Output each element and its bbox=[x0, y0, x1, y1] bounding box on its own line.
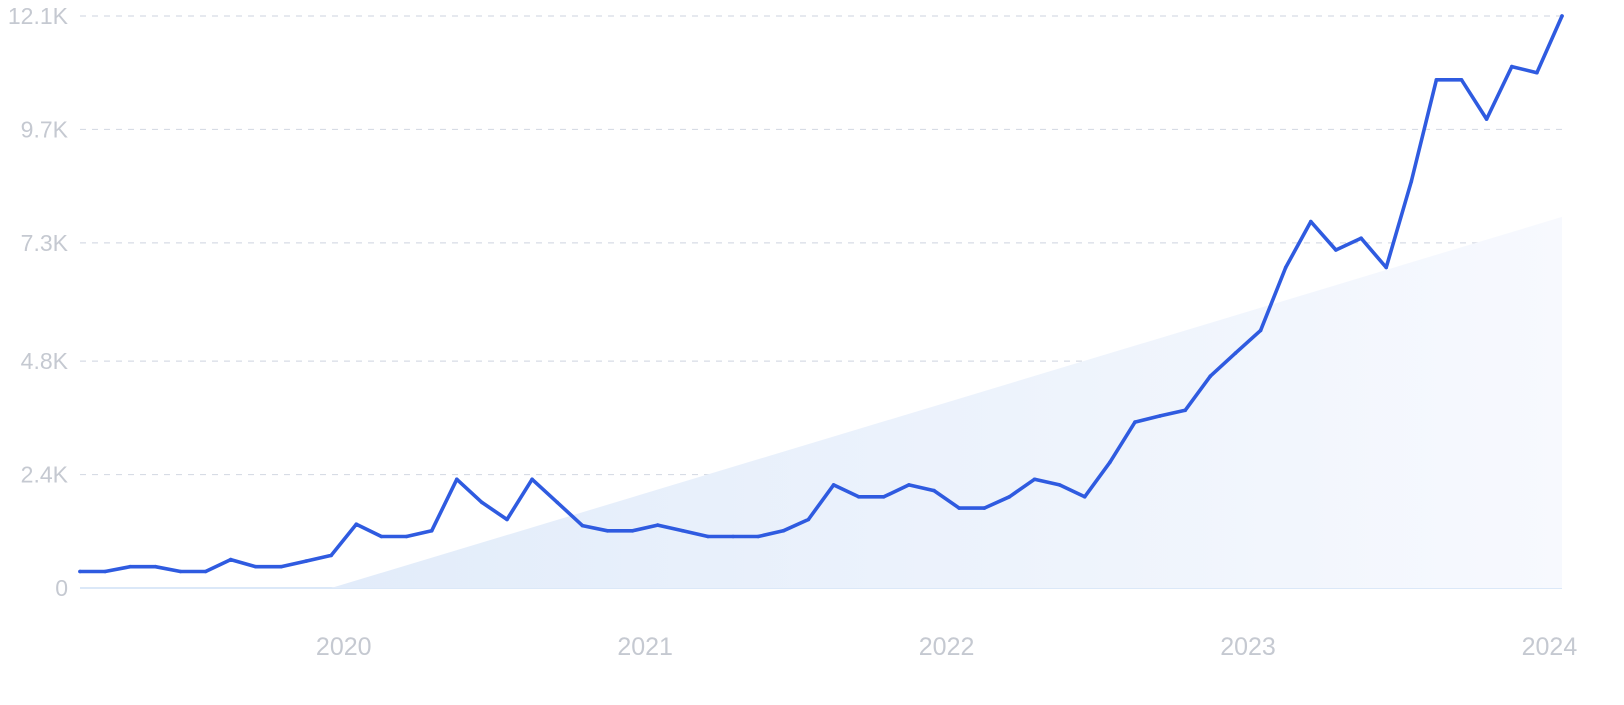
y-tick-label: 12.1K bbox=[8, 3, 69, 29]
data-point bbox=[329, 553, 334, 558]
x-tick-label: 2024 bbox=[1522, 633, 1578, 661]
data-point bbox=[630, 529, 635, 533]
data-point bbox=[1233, 351, 1238, 355]
data-point bbox=[756, 534, 760, 539]
series-layer bbox=[78, 14, 1564, 574]
data-point bbox=[1283, 265, 1288, 270]
x-tick-label: 2021 bbox=[617, 633, 673, 661]
data-point bbox=[404, 534, 409, 539]
data-point bbox=[1032, 477, 1037, 482]
data-point bbox=[178, 569, 183, 574]
data-point bbox=[78, 569, 82, 574]
y-tick-label: 4.8K bbox=[21, 348, 69, 374]
y-tick-label: 9.7K bbox=[21, 116, 69, 142]
data-point bbox=[1409, 179, 1414, 184]
data-point bbox=[1384, 265, 1388, 270]
x-tick-label: 2022 bbox=[919, 633, 975, 661]
trend-area bbox=[331, 216, 1563, 588]
y-tick-label: 7.3K bbox=[21, 230, 69, 256]
data-point bbox=[1535, 70, 1539, 75]
y-axis-ticks: 12.1K 9.7K 7.3K 4.8K 2.4K 0 bbox=[8, 3, 69, 601]
data-point bbox=[706, 534, 710, 539]
data-point bbox=[1258, 328, 1263, 333]
data-point bbox=[480, 500, 484, 505]
series-line bbox=[78, 14, 1564, 574]
data-point bbox=[1309, 219, 1313, 224]
data-point bbox=[1082, 495, 1087, 499]
data-point bbox=[103, 569, 107, 574]
y-tick-label: 2.4K bbox=[21, 462, 69, 488]
data-point bbox=[982, 506, 987, 510]
data-point bbox=[806, 517, 811, 522]
data-point bbox=[1057, 483, 1062, 487]
x-tick-label: 2023 bbox=[1220, 633, 1276, 661]
data-point bbox=[882, 495, 886, 499]
data-point bbox=[681, 529, 685, 533]
data-point bbox=[856, 495, 861, 499]
data-point bbox=[455, 477, 459, 482]
y-tick-label: 0 bbox=[55, 575, 68, 601]
data-point bbox=[831, 483, 836, 487]
data-point bbox=[279, 564, 283, 569]
data-point bbox=[505, 517, 509, 522]
data-point bbox=[379, 534, 384, 539]
data-point bbox=[655, 523, 660, 527]
data-point bbox=[1484, 117, 1489, 121]
data-point bbox=[1108, 460, 1112, 465]
data-point bbox=[555, 500, 560, 505]
data-point bbox=[731, 534, 735, 539]
data-point bbox=[1510, 64, 1514, 69]
data-point bbox=[1434, 78, 1439, 82]
data-point bbox=[228, 557, 233, 562]
trend-layer bbox=[331, 216, 1563, 588]
x-tick-label: 2020 bbox=[316, 633, 372, 661]
data-point bbox=[1359, 236, 1363, 240]
data-point bbox=[781, 529, 786, 533]
data-point bbox=[530, 477, 534, 482]
data-point bbox=[354, 522, 359, 526]
data-point bbox=[1158, 414, 1162, 418]
x-axis-ticks: 2020 2021 2022 2023 2024 bbox=[316, 633, 1577, 661]
data-point bbox=[907, 483, 911, 487]
data-point bbox=[153, 564, 158, 569]
data-point bbox=[1334, 248, 1338, 252]
data-point bbox=[1007, 495, 1012, 499]
data-point bbox=[1183, 408, 1187, 413]
data-point bbox=[1459, 78, 1464, 82]
data-point bbox=[605, 529, 610, 533]
data-point bbox=[932, 488, 936, 493]
data-point bbox=[1208, 374, 1213, 379]
data-point bbox=[1133, 420, 1137, 424]
data-point bbox=[580, 523, 585, 528]
data-point bbox=[957, 506, 961, 510]
data-point bbox=[1560, 14, 1564, 18]
data-point bbox=[203, 569, 208, 574]
data-point bbox=[128, 564, 132, 569]
data-point bbox=[254, 564, 258, 569]
data-point bbox=[304, 559, 308, 563]
data-point bbox=[429, 529, 434, 533]
